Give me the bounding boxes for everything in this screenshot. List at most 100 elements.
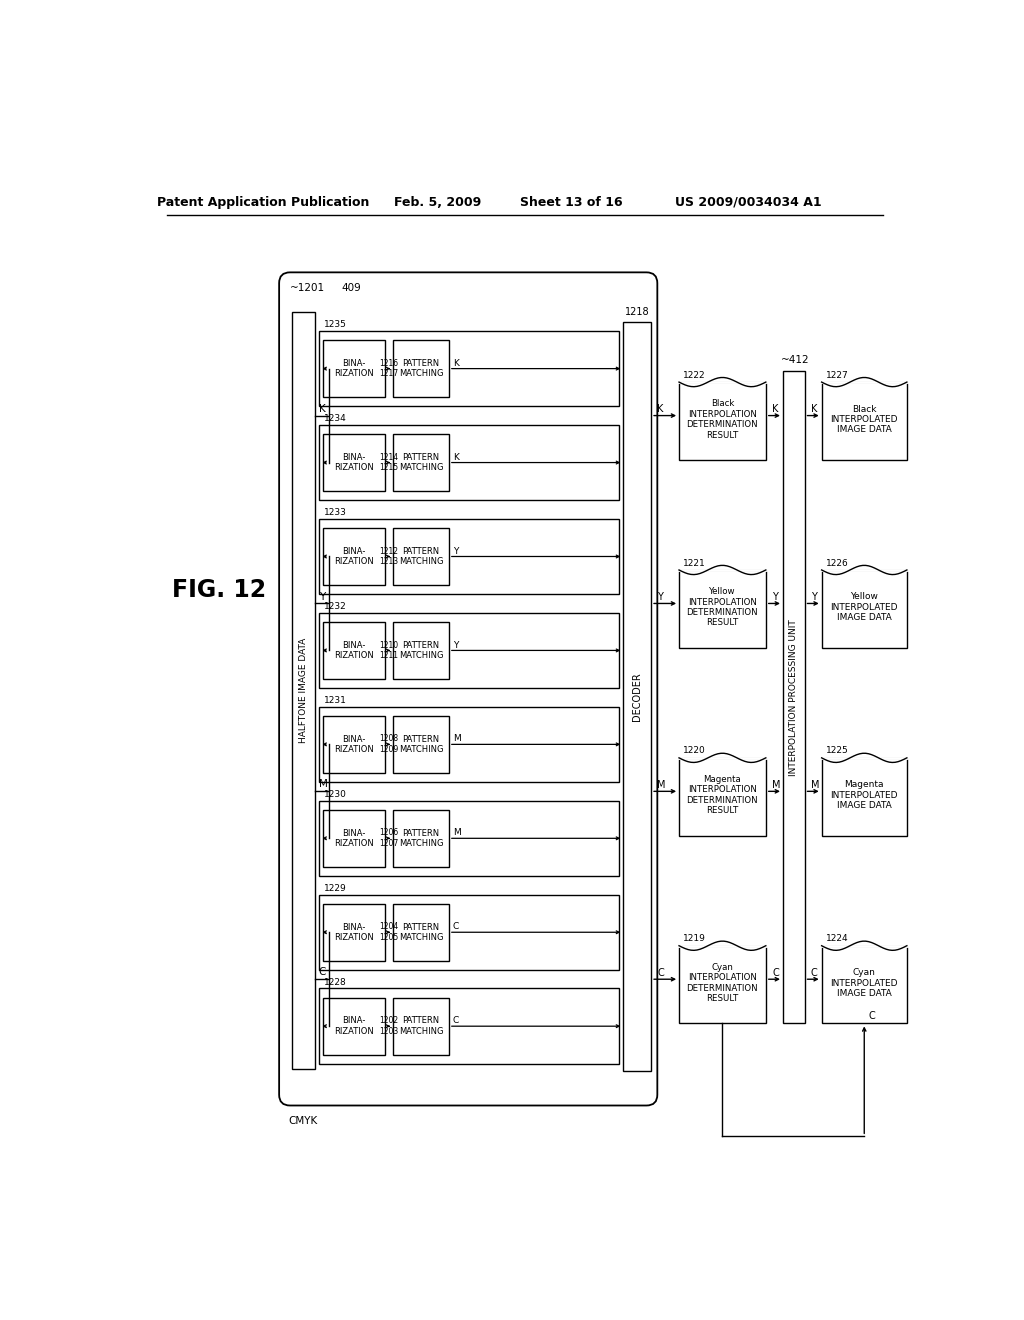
Text: Cyan
INTERPOLATION
DETERMINATION
RESULT: Cyan INTERPOLATION DETERMINATION RESULT [687,964,758,1003]
FancyBboxPatch shape [393,904,449,961]
FancyBboxPatch shape [821,945,907,1023]
Text: PATTERN
MATCHING: PATTERN MATCHING [398,546,443,566]
Text: BINA-
RIZATION: BINA- RIZATION [335,453,374,473]
FancyBboxPatch shape [292,313,314,1069]
Text: 1220: 1220 [683,746,706,755]
FancyBboxPatch shape [324,528,385,585]
Text: 1228: 1228 [324,978,347,987]
Text: Magenta
INTERPOLATION
DETERMINATION
RESULT: Magenta INTERPOLATION DETERMINATION RESU… [687,775,758,816]
Text: Feb. 5, 2009: Feb. 5, 2009 [394,195,481,209]
Text: 1225: 1225 [825,746,848,755]
FancyBboxPatch shape [679,945,766,1023]
Text: 1221: 1221 [683,558,706,568]
Text: HALFTONE IMAGE DATA: HALFTONE IMAGE DATA [299,638,307,743]
Text: K: K [811,404,817,414]
FancyBboxPatch shape [821,758,907,836]
FancyBboxPatch shape [319,800,618,876]
Text: Y: Y [453,640,458,649]
FancyBboxPatch shape [393,434,449,491]
Text: 1217: 1217 [380,370,398,379]
FancyBboxPatch shape [624,322,651,1071]
Text: K: K [453,359,459,368]
Text: Patent Application Publication: Patent Application Publication [158,195,370,209]
Text: 1229: 1229 [324,884,347,892]
Text: C: C [657,968,665,978]
FancyBboxPatch shape [280,272,657,1106]
Text: K: K [453,453,459,462]
Text: 1222: 1222 [683,371,706,380]
Text: 1207: 1207 [380,840,398,849]
Text: Y: Y [453,546,458,556]
Text: M: M [318,779,328,789]
Text: C: C [868,1011,876,1020]
Text: Y: Y [811,593,817,602]
Text: 1209: 1209 [380,746,398,754]
Text: 409: 409 [341,284,360,293]
Text: 1232: 1232 [324,602,347,611]
Text: US 2009/0034034 A1: US 2009/0034034 A1 [675,195,821,209]
FancyBboxPatch shape [393,998,449,1055]
FancyBboxPatch shape [821,381,907,459]
Text: PATTERN
MATCHING: PATTERN MATCHING [398,735,443,754]
Text: 1231: 1231 [324,696,347,705]
Text: PATTERN
MATCHING: PATTERN MATCHING [398,359,443,379]
Text: DECODER: DECODER [632,672,642,721]
Text: FIG. 12: FIG. 12 [172,578,266,602]
FancyBboxPatch shape [393,622,449,678]
Text: PATTERN
MATCHING: PATTERN MATCHING [398,640,443,660]
Text: M: M [453,734,461,743]
Text: K: K [657,404,664,414]
Text: Sheet 13 of 16: Sheet 13 of 16 [520,195,623,209]
Text: BINA-
RIZATION: BINA- RIZATION [335,923,374,942]
FancyBboxPatch shape [324,622,385,678]
Text: C: C [811,968,817,978]
Text: PATTERN
MATCHING: PATTERN MATCHING [398,453,443,473]
FancyBboxPatch shape [319,989,618,1064]
FancyBboxPatch shape [319,706,618,781]
Text: PATTERN
MATCHING: PATTERN MATCHING [398,1016,443,1036]
FancyBboxPatch shape [679,381,766,459]
Text: C: C [318,968,326,977]
Text: 1226: 1226 [825,558,848,568]
Text: 1211: 1211 [380,651,398,660]
Text: K: K [772,404,778,414]
Text: 1235: 1235 [324,321,347,329]
Text: 1208: 1208 [380,734,398,743]
Text: BINA-
RIZATION: BINA- RIZATION [335,829,374,847]
Text: M: M [811,780,819,791]
Text: 1206: 1206 [380,829,398,837]
Text: ~412: ~412 [781,355,810,364]
Text: K: K [318,404,326,413]
Text: C: C [453,923,459,932]
Text: BINA-
RIZATION: BINA- RIZATION [335,359,374,379]
Text: C: C [772,968,779,978]
Text: 1218: 1218 [625,308,649,317]
Text: BINA-
RIZATION: BINA- RIZATION [335,640,374,660]
FancyBboxPatch shape [393,715,449,774]
Text: Y: Y [772,593,778,602]
FancyBboxPatch shape [393,528,449,585]
FancyBboxPatch shape [319,612,618,688]
Text: 1213: 1213 [380,557,398,566]
FancyBboxPatch shape [324,341,385,397]
FancyBboxPatch shape [319,519,618,594]
Text: 1212: 1212 [380,546,398,556]
Text: BINA-
RIZATION: BINA- RIZATION [335,1016,374,1036]
Text: 1214: 1214 [380,453,398,462]
FancyBboxPatch shape [679,758,766,836]
FancyBboxPatch shape [324,904,385,961]
Text: Cyan
INTERPOLATED
IMAGE DATA: Cyan INTERPOLATED IMAGE DATA [830,968,898,998]
Text: M: M [453,829,461,837]
Text: 1219: 1219 [683,935,706,944]
Text: M: M [772,780,780,791]
Text: Y: Y [318,591,325,602]
FancyBboxPatch shape [783,371,805,1023]
Text: 1230: 1230 [324,789,347,799]
Text: Yellow
INTERPOLATION
DETERMINATION
RESULT: Yellow INTERPOLATION DETERMINATION RESUL… [687,587,758,627]
FancyBboxPatch shape [324,715,385,774]
Text: Yellow
INTERPOLATED
IMAGE DATA: Yellow INTERPOLATED IMAGE DATA [830,593,898,622]
Text: PATTERN
MATCHING: PATTERN MATCHING [398,829,443,847]
Text: C: C [453,1016,459,1026]
Text: Black
INTERPOLATED
IMAGE DATA: Black INTERPOLATED IMAGE DATA [830,404,898,434]
FancyBboxPatch shape [319,331,618,407]
